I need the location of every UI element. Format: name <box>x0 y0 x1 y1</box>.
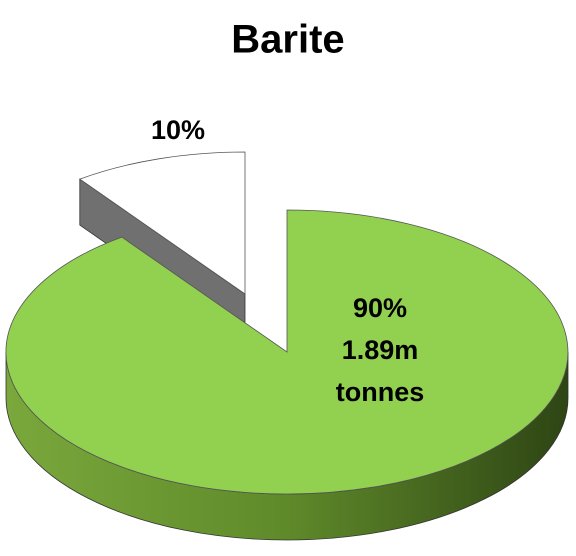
annotation: 1.89m <box>342 335 419 365</box>
slice <box>5 209 569 495</box>
data-label: 90% <box>353 293 407 323</box>
chart-title: Barite <box>231 18 344 62</box>
slice <box>78 151 246 295</box>
data-label: 10% <box>151 115 205 145</box>
annotation: tonnes <box>336 377 425 407</box>
